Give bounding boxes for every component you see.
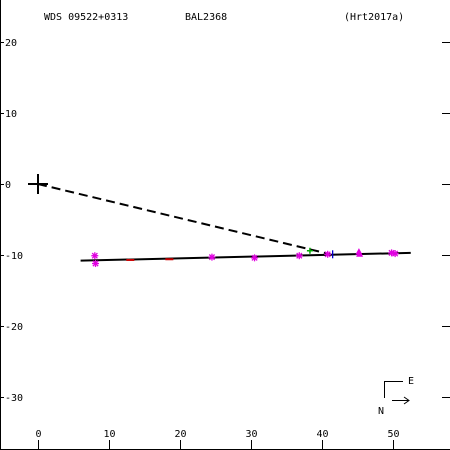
asterisk-stroke: [324, 251, 331, 258]
x-tick-label: 50: [387, 429, 399, 440]
header-wds: WDS 09522+0313: [44, 12, 128, 23]
data-points: [91, 247, 399, 268]
x-tick-label: 30: [245, 429, 257, 440]
y-axis-ticks: 20 10 0 -10 -20 -30: [0, 38, 450, 404]
asterisk-point: [91, 252, 99, 260]
y-tick-label: 20: [5, 38, 17, 49]
x-axis-ticks: 0 10 20 30 40 50: [35, 429, 400, 450]
asterisk-point: [295, 252, 303, 260]
primary-connector: [37, 183, 331, 256]
header-reference: (Hrt2017a): [344, 12, 404, 23]
asterisk-stroke: [296, 252, 303, 259]
asterisk-stroke: [251, 254, 258, 261]
x-tick-label: 40: [316, 429, 328, 440]
y-tick-label: -30: [5, 393, 23, 404]
plus-point: [306, 247, 313, 254]
compass-arrowhead: [403, 396, 410, 405]
asterisk-stroke: [392, 250, 399, 257]
asterisk-stroke: [208, 254, 216, 261]
x-tick-label: 0: [35, 429, 41, 440]
triangle-point: [356, 250, 364, 257]
asterisk-point: [92, 260, 100, 268]
asterisk-point: [391, 250, 399, 258]
y-tick-label: -20: [5, 322, 23, 333]
asterisk-point: [251, 254, 259, 262]
compass-north-label: N: [378, 406, 384, 417]
compass-east-label: E: [408, 376, 414, 387]
x-tick-label: 20: [174, 429, 186, 440]
x-tick-label: 10: [103, 429, 115, 440]
y-tick-label: -10: [5, 251, 23, 262]
asterisk-stroke: [92, 260, 99, 267]
y-tick-label: 0: [5, 180, 11, 191]
y-tick-label: 10: [5, 109, 17, 120]
asterisk-point: [208, 253, 216, 261]
header-discoverer: BAL2368: [185, 12, 227, 23]
asterisk-point: [324, 250, 332, 258]
asterisk-stroke: [91, 252, 98, 259]
compass: E N: [378, 376, 414, 417]
